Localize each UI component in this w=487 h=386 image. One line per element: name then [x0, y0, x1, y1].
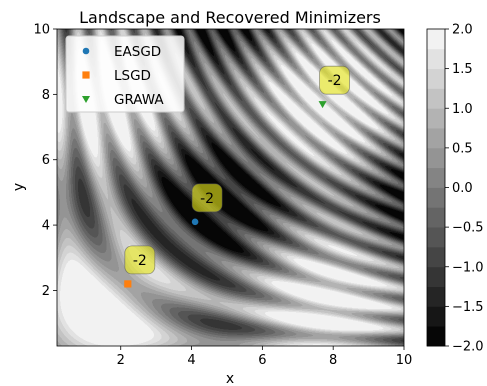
colorbar-tick-label: 0.5 — [452, 141, 473, 156]
minimizer-point-grawa — [318, 101, 327, 109]
legend-marker-grawa — [82, 96, 90, 103]
x-tick-label: 2 — [117, 353, 125, 368]
colorbar-band — [427, 48, 445, 70]
annotation-box — [124, 245, 156, 275]
colorbar-band — [427, 246, 445, 268]
colorbar-band — [427, 167, 445, 188]
colorbar-band — [427, 266, 445, 287]
colorbar-tick-label: −0.5 — [452, 221, 484, 236]
legend-box — [65, 35, 185, 113]
annotation-label: -2 — [328, 73, 342, 89]
minimizer-point-lsgd — [124, 280, 132, 288]
colorbar-band — [427, 326, 445, 347]
colorbar-tick-label: −1.0 — [452, 260, 484, 275]
minimizer-markers — [124, 101, 327, 288]
colorbar-band — [427, 306, 445, 327]
chart-title: Landscape and Recovered Minimizers — [79, 8, 381, 27]
legend-label: LSGD — [114, 68, 151, 84]
x-tick-label: 4 — [187, 353, 195, 368]
y-tick-label: 2 — [42, 284, 50, 299]
legend-label: GRAWA — [114, 92, 164, 108]
x-tick-label: 8 — [329, 353, 337, 368]
annotation-box — [191, 183, 223, 213]
legend: EASGD LSGD GRAWA — [65, 35, 185, 113]
annotation-label: -2 — [200, 191, 214, 207]
legend-marker-easgd — [82, 47, 90, 55]
annotation-box — [319, 65, 350, 95]
colorbar-tick-label: 0.0 — [452, 181, 473, 196]
colorbar-tick-label: −2.0 — [452, 340, 484, 355]
y-axis-ticks: 2 4 6 8 10 — [33, 23, 57, 299]
colorbar-band — [427, 68, 445, 89]
x-tick-label: 10 — [396, 353, 413, 368]
y-tick-label: 6 — [42, 153, 50, 168]
plot-frame — [56, 28, 405, 347]
colorbar-band — [427, 29, 445, 50]
colorbar-tick-label: 1.0 — [452, 102, 473, 117]
colorbar-band — [427, 207, 445, 228]
minimizer-point-easgd — [191, 218, 199, 226]
minimizer-annotations: -2 -2 -2 — [124, 65, 350, 275]
colorbar-band — [427, 108, 445, 129]
x-tick-label: 6 — [258, 353, 266, 368]
colorbar-band — [427, 147, 445, 169]
colorbar-tick-label: −1.5 — [452, 300, 484, 315]
x-axis-ticks: 2 4 6 8 10 — [117, 346, 413, 368]
colorbar-tick-label: 2.0 — [452, 23, 473, 38]
legend-label: EASGD — [114, 44, 161, 60]
legend-marker-lsgd — [82, 71, 90, 79]
annotation-label: -2 — [133, 253, 147, 269]
y-tick-label: 10 — [33, 23, 50, 38]
colorbar: 2.0 1.5 1.0 0.5 0.0 −0.5 −1.0 −1.5 −2.0 — [426, 23, 484, 355]
y-axis-label: y — [11, 183, 27, 191]
colorbar-band — [427, 187, 445, 208]
colorbar-tick-label: 1.5 — [452, 62, 473, 77]
colorbar-band — [427, 88, 445, 109]
y-tick-label: 4 — [42, 219, 50, 234]
y-tick-label: 8 — [42, 88, 50, 103]
colorbar-band — [427, 227, 445, 248]
colorbar-band — [427, 286, 445, 307]
colorbar-band — [427, 128, 445, 149]
x-axis-label: x — [226, 371, 234, 386]
